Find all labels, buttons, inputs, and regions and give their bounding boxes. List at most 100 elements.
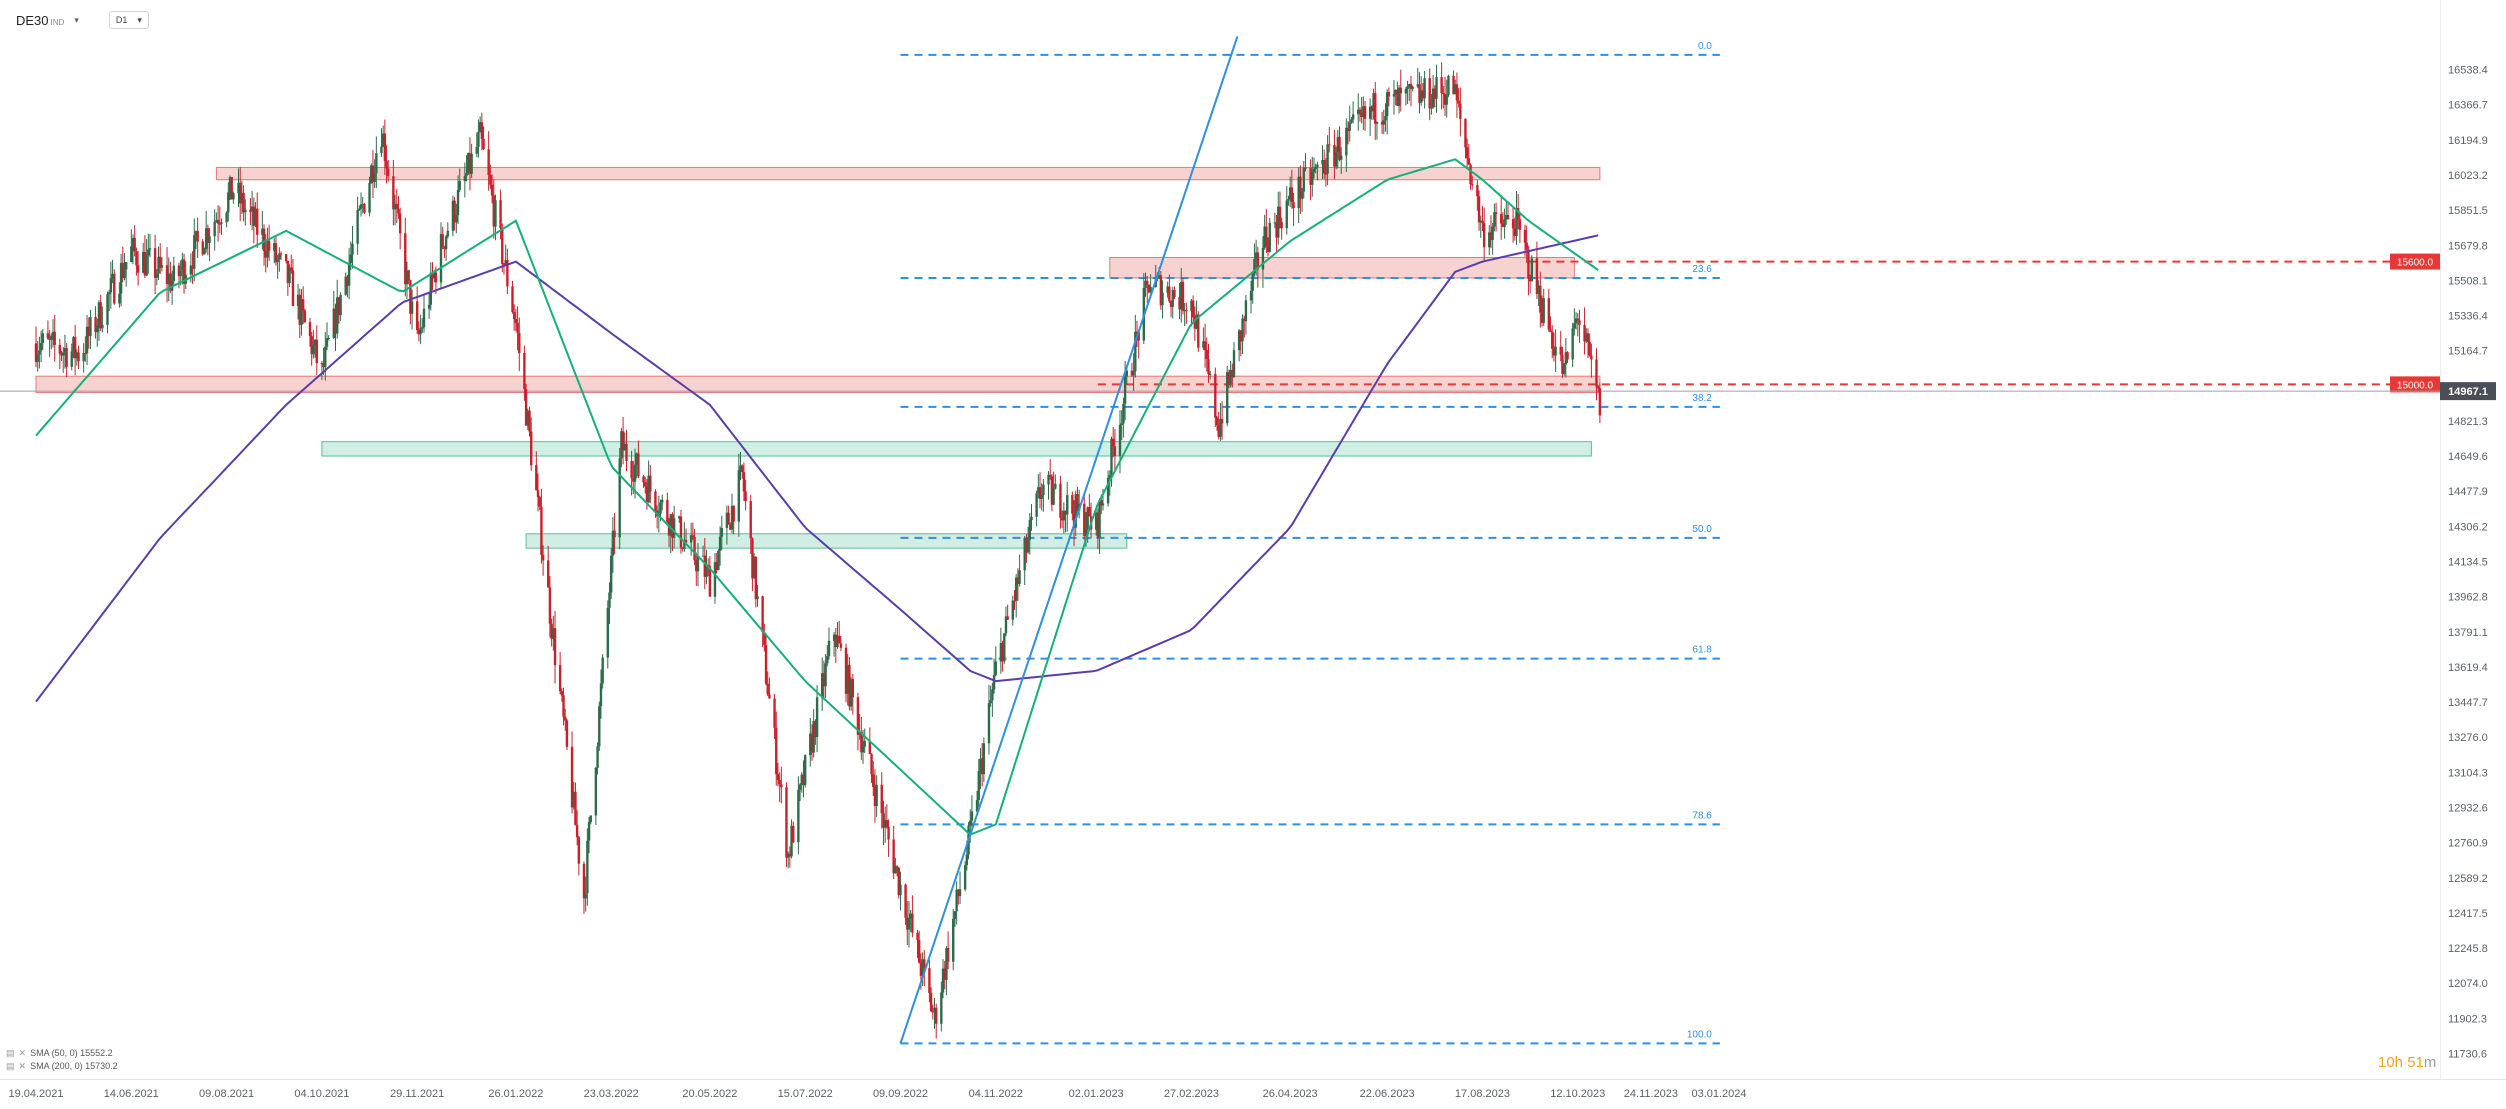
candle-body — [1350, 119, 1353, 123]
price-tick-label: 15679.8 — [2448, 240, 2488, 252]
candle-body — [63, 348, 67, 353]
candle-body — [611, 530, 615, 556]
candle-body — [904, 884, 907, 918]
candle-body — [844, 647, 848, 694]
candle-body — [1280, 221, 1283, 229]
candle-body — [540, 506, 543, 555]
candle-body — [1169, 301, 1173, 307]
candle-body — [899, 884, 902, 896]
candle-body — [148, 248, 152, 250]
candle-body — [1239, 330, 1243, 342]
time-tick-label: 23.03.2022 — [584, 1088, 639, 1100]
candle-body — [1588, 341, 1591, 356]
indicator-row[interactable]: ▤ ✕ SMA (200, 0) 15730.2 — [6, 1060, 118, 1073]
candle-body — [659, 502, 662, 514]
candle-body — [356, 209, 359, 244]
candle-body — [39, 343, 43, 351]
candle-body — [1030, 516, 1033, 521]
candle-body — [470, 153, 473, 174]
candle-body — [1372, 93, 1375, 112]
price-tick-label: 14306.2 — [2448, 521, 2488, 533]
candle-body — [1072, 513, 1076, 528]
candle-body — [1273, 222, 1277, 224]
candle-body — [911, 913, 914, 933]
indicator-row[interactable]: ▤ ✕ SMA (50, 0) 15552.2 — [6, 1047, 118, 1060]
candle-body — [1171, 290, 1174, 307]
candle-body — [1173, 290, 1176, 298]
candle-body — [1232, 350, 1236, 378]
candle-body — [1493, 212, 1496, 227]
candle-body — [751, 538, 754, 579]
candle-body — [1357, 109, 1360, 115]
settings-icon[interactable]: ▤ — [6, 1061, 15, 1071]
candle-body — [1464, 118, 1467, 148]
candle-body — [410, 301, 414, 314]
candle-body — [1290, 187, 1294, 203]
candle-body — [587, 822, 591, 841]
candle-body — [907, 918, 911, 930]
candle-body — [1442, 92, 1445, 95]
candle-body — [630, 460, 633, 479]
candle-body — [475, 146, 478, 154]
chevron-down-icon[interactable]: ▾ — [74, 14, 79, 25]
candle-body — [262, 228, 266, 251]
candle-body — [131, 237, 135, 247]
candle-body — [754, 556, 758, 600]
candle-body — [739, 465, 742, 471]
candle-body — [1574, 318, 1578, 324]
candle-body — [1207, 359, 1210, 375]
candle-body — [1178, 297, 1181, 310]
candle-body — [1528, 278, 1532, 282]
candle-body — [1384, 116, 1387, 121]
candle-body — [921, 959, 924, 976]
candle-body — [1535, 258, 1539, 294]
candle-body — [227, 192, 230, 213]
candle-body — [1465, 147, 1469, 159]
candle-body — [1561, 354, 1564, 375]
chevron-down-icon: ▾ — [137, 14, 142, 25]
candle-body — [873, 786, 877, 807]
candle-body — [822, 673, 826, 687]
candle-body — [296, 294, 300, 306]
close-icon[interactable]: ✕ — [18, 1048, 27, 1058]
candle-body — [381, 133, 385, 147]
candle-body — [73, 337, 77, 359]
candle-body — [1387, 92, 1391, 97]
candle-body — [1346, 127, 1350, 131]
candle-body — [153, 248, 157, 278]
candle-body — [836, 635, 839, 648]
candle-body — [536, 490, 540, 498]
candle-body — [499, 200, 502, 228]
current-price-badge — [2440, 382, 2496, 401]
timeframe-selector[interactable]: D1 ▾ — [108, 11, 149, 29]
candle-body — [570, 746, 574, 808]
candle-body — [363, 204, 366, 213]
candle-body — [826, 655, 829, 664]
candle-body — [775, 727, 778, 775]
time-tick-label: 03.01.2024 — [1691, 1088, 1746, 1100]
candle-body — [1134, 331, 1137, 372]
resistance-zone — [215, 166, 1601, 181]
close-icon[interactable]: ✕ — [18, 1061, 27, 1071]
candle-body — [1049, 474, 1052, 477]
candle-body — [1060, 517, 1064, 521]
candle-body — [250, 206, 254, 212]
candle-body — [1297, 176, 1300, 209]
fib-level-label: 23.6 — [1692, 264, 1712, 275]
candle-body — [1542, 298, 1545, 323]
candle-body — [1516, 207, 1520, 220]
candle-body — [409, 280, 412, 314]
candle-body — [512, 312, 516, 320]
candle-body — [1086, 507, 1089, 529]
candle-body — [786, 853, 790, 858]
candle-body — [215, 220, 218, 222]
candle-body — [1287, 199, 1290, 201]
candle-body — [392, 176, 395, 210]
candle-body — [501, 227, 504, 264]
symbol-selector[interactable]: DE30 IND — [16, 13, 64, 28]
settings-icon[interactable]: ▤ — [6, 1048, 15, 1058]
price-level-badge-text: 15000.0 — [2397, 380, 2434, 391]
candle-body — [1254, 252, 1258, 259]
candle-body — [849, 679, 853, 707]
